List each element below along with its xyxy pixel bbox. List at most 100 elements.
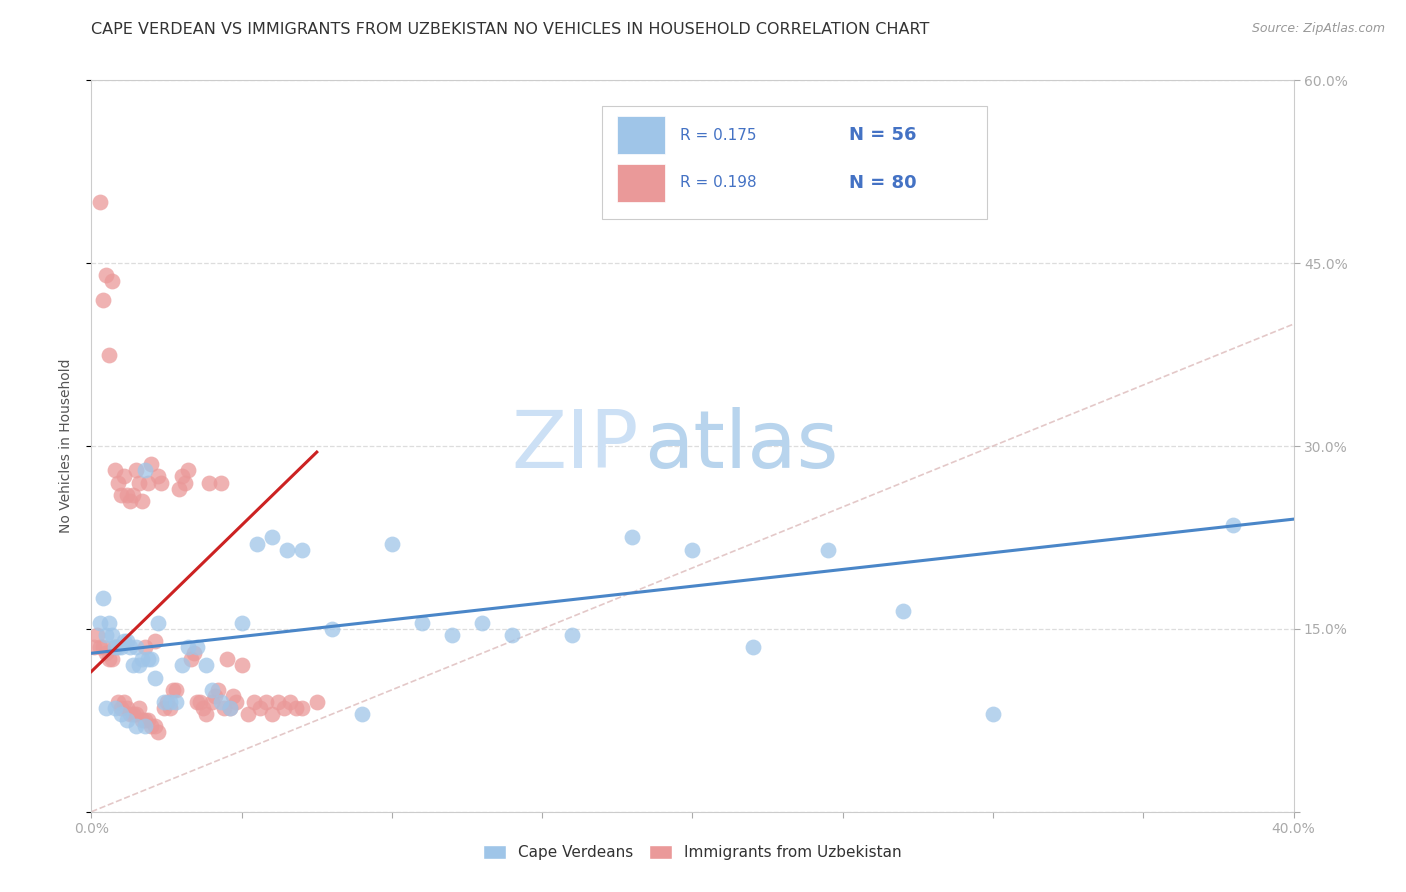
Point bbox=[291, 701, 314, 715]
Point bbox=[89, 640, 111, 655]
Point bbox=[152, 695, 174, 709]
Point bbox=[107, 695, 129, 709]
Point bbox=[236, 707, 259, 722]
Point bbox=[101, 275, 124, 289]
Point bbox=[101, 652, 124, 666]
Point bbox=[131, 714, 153, 728]
Point bbox=[350, 707, 373, 722]
Point bbox=[209, 475, 232, 490]
Point bbox=[167, 482, 190, 496]
Point bbox=[131, 494, 153, 508]
Point bbox=[201, 682, 224, 697]
Point bbox=[107, 640, 129, 655]
Point bbox=[96, 701, 118, 715]
Point bbox=[104, 701, 127, 715]
Text: R = 0.175: R = 0.175 bbox=[681, 128, 756, 143]
Point bbox=[194, 707, 217, 722]
Point bbox=[173, 475, 195, 490]
Point bbox=[117, 634, 139, 648]
Point bbox=[89, 195, 111, 210]
Point bbox=[104, 640, 127, 655]
Point bbox=[159, 695, 181, 709]
Point bbox=[104, 640, 127, 655]
Point bbox=[231, 658, 253, 673]
Point bbox=[291, 542, 314, 557]
Point bbox=[114, 469, 136, 483]
Point bbox=[221, 689, 243, 703]
Point bbox=[197, 475, 219, 490]
Point bbox=[83, 640, 105, 655]
Point bbox=[170, 469, 193, 483]
Point bbox=[188, 695, 211, 709]
Point bbox=[471, 615, 494, 630]
Bar bbox=[617, 163, 665, 202]
Point bbox=[561, 628, 583, 642]
Point bbox=[110, 701, 132, 715]
Point bbox=[131, 652, 153, 666]
Point bbox=[134, 463, 156, 477]
Point bbox=[114, 634, 136, 648]
Point bbox=[114, 695, 136, 709]
Point bbox=[120, 707, 142, 722]
Point bbox=[176, 463, 198, 477]
Point bbox=[93, 591, 115, 606]
Point bbox=[165, 682, 187, 697]
Point bbox=[125, 719, 148, 733]
Point bbox=[146, 725, 169, 739]
Point bbox=[141, 652, 163, 666]
Point bbox=[98, 348, 121, 362]
Point bbox=[267, 695, 290, 709]
Point bbox=[96, 268, 118, 283]
Text: N = 56: N = 56 bbox=[849, 126, 917, 145]
Point bbox=[98, 615, 121, 630]
Point bbox=[273, 701, 295, 715]
Point bbox=[155, 695, 177, 709]
Point bbox=[218, 701, 240, 715]
Point bbox=[1222, 518, 1244, 533]
Point bbox=[260, 530, 283, 544]
Point bbox=[93, 293, 115, 307]
Point bbox=[204, 689, 226, 703]
Point bbox=[162, 682, 184, 697]
Point bbox=[101, 628, 124, 642]
Point bbox=[125, 640, 148, 655]
Point bbox=[122, 707, 145, 722]
Point bbox=[125, 463, 148, 477]
Point bbox=[246, 536, 269, 550]
Point bbox=[817, 542, 839, 557]
Point bbox=[117, 701, 139, 715]
Point bbox=[260, 707, 283, 722]
Point bbox=[180, 652, 202, 666]
Point bbox=[981, 707, 1004, 722]
Y-axis label: No Vehicles in Household: No Vehicles in Household bbox=[59, 359, 73, 533]
Point bbox=[242, 695, 264, 709]
Point bbox=[125, 707, 148, 722]
Text: Source: ZipAtlas.com: Source: ZipAtlas.com bbox=[1251, 22, 1385, 36]
Point bbox=[207, 682, 229, 697]
Text: atlas: atlas bbox=[644, 407, 839, 485]
Point bbox=[183, 646, 205, 660]
Point bbox=[141, 458, 163, 472]
Point bbox=[98, 652, 121, 666]
Point bbox=[110, 640, 132, 655]
Point bbox=[110, 707, 132, 722]
Point bbox=[146, 469, 169, 483]
Point bbox=[215, 652, 238, 666]
Point bbox=[96, 628, 118, 642]
Point bbox=[152, 701, 174, 715]
Point bbox=[159, 701, 181, 715]
Point bbox=[276, 542, 298, 557]
Point bbox=[143, 671, 166, 685]
Point bbox=[117, 488, 139, 502]
Point bbox=[120, 494, 142, 508]
Point bbox=[225, 695, 247, 709]
Point bbox=[212, 701, 235, 715]
Point bbox=[501, 628, 523, 642]
Point bbox=[321, 622, 343, 636]
Legend: Cape Verdeans, Immigrants from Uzbekistan: Cape Verdeans, Immigrants from Uzbekista… bbox=[477, 839, 908, 866]
Point bbox=[741, 640, 763, 655]
Point bbox=[231, 615, 253, 630]
Point bbox=[86, 628, 108, 642]
Point bbox=[89, 615, 111, 630]
Point bbox=[149, 475, 172, 490]
